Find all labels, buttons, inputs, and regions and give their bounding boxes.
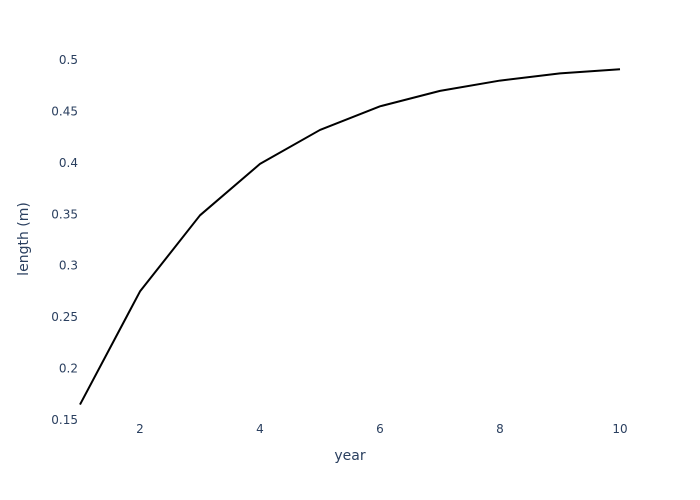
y-tick-label: 0.25 — [51, 310, 78, 324]
y-tick-label: 0.4 — [59, 156, 78, 170]
x-tick-label: 10 — [612, 422, 627, 436]
y-axis: 0.15 0.2 0.25 0.3 0.35 0.4 0.45 0.5 — [51, 53, 78, 427]
y-tick-label: 0.2 — [59, 362, 78, 376]
y-axis-title: length (m) — [16, 202, 32, 276]
x-tick-label: 8 — [496, 422, 504, 436]
y-tick-label: 0.45 — [51, 104, 78, 118]
y-tick-label: 0.3 — [59, 259, 78, 273]
y-tick-label: 0.5 — [59, 53, 78, 67]
series-line — [79, 68, 621, 406]
y-tick-label: 0.15 — [51, 413, 78, 427]
x-tick-label: 2 — [136, 422, 144, 436]
y-tick-label: 0.35 — [51, 207, 78, 221]
x-tick-label: 6 — [376, 422, 384, 436]
plot-area — [79, 68, 621, 406]
x-axis-title: year — [334, 448, 365, 464]
x-tick-label: 4 — [256, 422, 264, 436]
x-axis: 2 4 6 8 10 — [136, 422, 627, 436]
